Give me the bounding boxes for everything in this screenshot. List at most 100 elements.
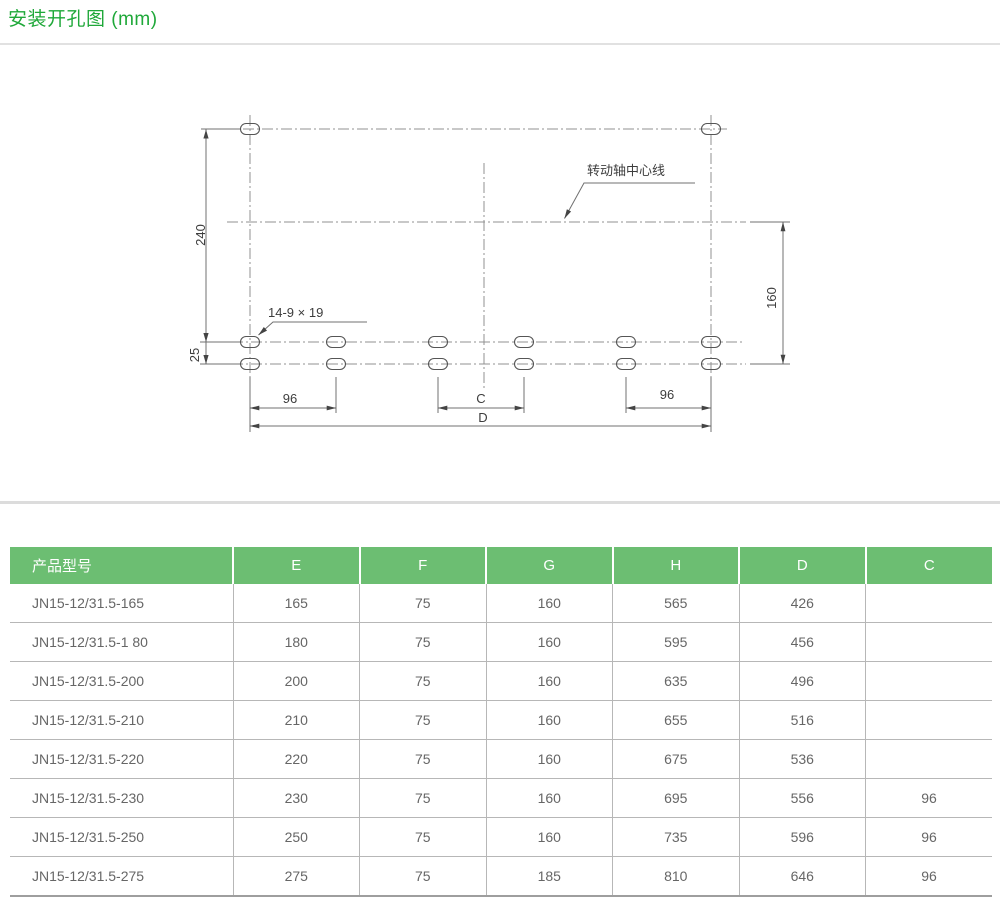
- dim-25-label: 25: [187, 348, 202, 362]
- table-row: JN15-12/31.5-250 250 75 160 735 596 96: [10, 817, 992, 857]
- value-cell: 180: [232, 622, 360, 662]
- table-row: JN15-12/31.5-275 275 75 185 810 646 96: [10, 856, 992, 897]
- value-cell: 210: [232, 700, 360, 740]
- title-divider: [0, 43, 1000, 45]
- value-cell: 96: [865, 817, 992, 857]
- value-cell: [865, 584, 992, 623]
- value-cell: 810: [612, 856, 739, 897]
- dim-96-left-label: 96: [283, 391, 297, 406]
- model-cell: JN15-12/31.5-165: [10, 584, 233, 623]
- value-cell: 595: [612, 622, 739, 662]
- col-header: G: [485, 547, 613, 584]
- mounting-hole-diagram: 240 25 160 96 C 96 D 14-9 × 19 转动轴中心线: [0, 45, 1000, 503]
- section-divider: [0, 501, 1000, 504]
- model-cell: JN15-12/31.5-1 80: [10, 622, 233, 662]
- model-cell: JN15-12/31.5-220: [10, 739, 233, 779]
- model-cell: JN15-12/31.5-275: [10, 856, 233, 897]
- value-cell: 96: [865, 856, 992, 897]
- dimension-lines: [200, 128, 790, 432]
- page-title: 安装开孔图 (mm): [8, 9, 158, 30]
- value-cell: 646: [738, 856, 866, 897]
- value-cell: 75: [359, 622, 486, 662]
- value-cell: 160: [485, 817, 613, 857]
- dim-arrowheads: [203, 129, 209, 364]
- value-cell: 75: [359, 661, 486, 701]
- value-cell: 75: [359, 856, 486, 897]
- value-cell: 160: [485, 739, 613, 779]
- value-cell: 516: [738, 700, 866, 740]
- value-cell: 565: [612, 584, 739, 623]
- hole-spec-label: 14-9 × 19: [268, 305, 323, 320]
- value-cell: 275: [232, 856, 360, 897]
- rotation-axis-label: 转动轴中心线: [587, 163, 665, 178]
- slot-hole: [615, 335, 637, 349]
- header-row: 产品型号 E F G H D C: [10, 547, 992, 584]
- value-cell: 200: [232, 661, 360, 701]
- dim-240-label: 240: [193, 224, 208, 246]
- slot-hole: [325, 357, 347, 371]
- value-cell: 556: [738, 778, 866, 818]
- slot-hole: [700, 357, 722, 371]
- dim-96-right-label: 96: [660, 387, 674, 402]
- table-row: JN15-12/31.5-200 200 75 160 635 496: [10, 661, 992, 701]
- value-cell: 596: [738, 817, 866, 857]
- col-header-model: 产品型号: [10, 547, 233, 584]
- value-cell: 230: [232, 778, 360, 818]
- slot-hole: [700, 122, 722, 136]
- table-row: JN15-12/31.5-220 220 75 160 675 536: [10, 739, 992, 779]
- model-cell: JN15-12/31.5-250: [10, 817, 233, 857]
- value-cell: 735: [612, 817, 739, 857]
- value-cell: 695: [612, 778, 739, 818]
- slot-hole: [325, 335, 347, 349]
- dim-d-label: D: [478, 410, 487, 425]
- slot-hole: [239, 122, 261, 136]
- value-cell: 496: [738, 661, 866, 701]
- value-cell: 160: [485, 700, 613, 740]
- value-cell: 75: [359, 817, 486, 857]
- col-header: H: [611, 547, 739, 584]
- leader-lines: [258, 182, 695, 336]
- value-cell: 75: [359, 584, 486, 623]
- value-cell: 165: [232, 584, 360, 623]
- dim-c-label: C: [476, 391, 485, 406]
- value-cell: 250: [232, 817, 360, 857]
- diagram-svg: 240 25 160 96 C 96 D 14-9 × 19 转动轴中心线: [187, 115, 790, 432]
- value-cell: 536: [738, 739, 866, 779]
- col-header: F: [358, 547, 486, 584]
- slot-holes: [239, 122, 722, 371]
- spec-table: 产品型号 E F G H D C JN15-12/31.5-165 165 75 160 565 42…: [10, 547, 992, 897]
- slot-hole: [615, 357, 637, 371]
- value-cell: [865, 739, 992, 779]
- value-cell: 185: [485, 856, 613, 897]
- value-cell: 96: [865, 778, 992, 818]
- value-cell: [865, 622, 992, 662]
- table-row: JN15-12/31.5-165 165 75 160 565 426: [10, 584, 992, 623]
- value-cell: 160: [485, 584, 613, 623]
- centerlines: [227, 115, 746, 390]
- value-cell: [865, 661, 992, 701]
- model-cell: JN15-12/31.5-200: [10, 661, 233, 701]
- value-cell: 75: [359, 700, 486, 740]
- col-header: D: [738, 547, 866, 584]
- value-cell: 75: [359, 739, 486, 779]
- model-cell: JN15-12/31.5-230: [10, 778, 233, 818]
- slot-hole: [513, 335, 535, 349]
- col-header: C: [864, 547, 992, 584]
- spec-table-head: 产品型号 E F G H D C: [10, 547, 992, 584]
- value-cell: 635: [612, 661, 739, 701]
- slot-hole: [239, 335, 261, 349]
- value-cell: 75: [359, 778, 486, 818]
- value-cell: [865, 700, 992, 740]
- value-cell: 220: [232, 739, 360, 779]
- value-cell: 160: [485, 661, 613, 701]
- value-cell: 456: [738, 622, 866, 662]
- value-cell: 160: [485, 622, 613, 662]
- slot-hole: [513, 357, 535, 371]
- value-cell: 160: [485, 778, 613, 818]
- table-row: JN15-12/31.5-210 210 75 160 655 516: [10, 700, 992, 740]
- slot-hole: [700, 335, 722, 349]
- dim-160-label: 160: [764, 287, 779, 309]
- model-cell: JN15-12/31.5-210: [10, 700, 233, 740]
- spec-table-body: JN15-12/31.5-165 165 75 160 565 426 JN15-12/31…: [10, 584, 992, 897]
